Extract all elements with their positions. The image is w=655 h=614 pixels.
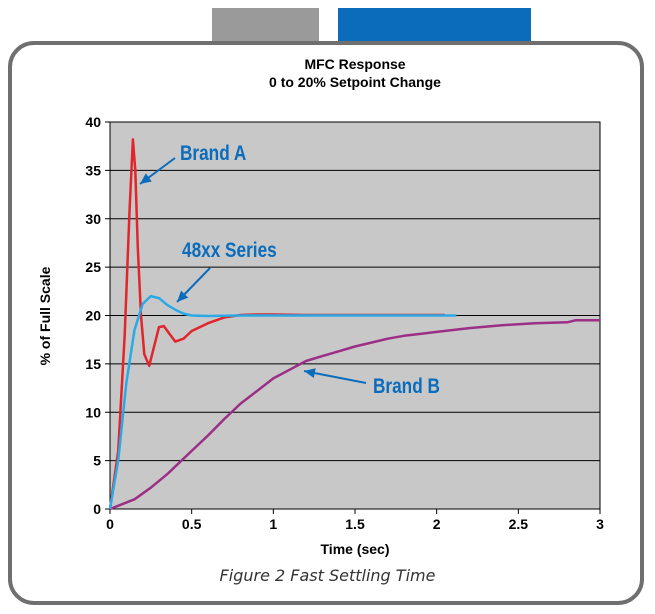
y-tick-label-3: 15	[85, 356, 101, 372]
series-lines	[108, 138, 600, 511]
x-tick-label-3: 1.5	[345, 516, 365, 532]
x-tick-label-4: 2	[433, 516, 441, 532]
series-line-48xx-series	[108, 294, 457, 510]
x-tick-label-5: 2.5	[509, 516, 529, 532]
x-tick-labels: 0 0.5 1 1.5 2 2.5 3	[106, 516, 604, 532]
annotation-arrowhead-brand-b	[304, 368, 316, 378]
annotation-label-brand-b: Brand B	[373, 376, 440, 399]
chart-subtitle: 0 to 20% Setpoint Change	[269, 74, 441, 90]
y-tick-label-0: 0	[93, 501, 101, 517]
annotation-label-brand-a: Brand A	[180, 143, 246, 166]
x-axis-label: Time (sec)	[321, 541, 390, 557]
figure-caption: Figure 2 Fast Settling Time	[219, 566, 436, 585]
y-tick-label-1: 5	[93, 453, 101, 469]
y-tick-label-5: 25	[85, 259, 101, 275]
annotation-label-48xx-series: 48xx Series	[182, 240, 277, 263]
chart-title: MFC Response	[304, 56, 405, 72]
y-tick-label-4: 20	[85, 308, 101, 324]
x-tick-label-1: 0.5	[182, 516, 202, 532]
x-tick-label-2: 1	[269, 516, 277, 532]
header-tab-gray	[212, 8, 319, 46]
annotation-arrowhead-brand-a	[140, 173, 152, 184]
y-tick-labels: 0 5 10 15 20 25 30 35 40	[85, 114, 101, 517]
y-tick-label-2: 10	[85, 404, 101, 420]
y-tick-label-6: 30	[85, 211, 101, 227]
x-tick-label-6: 3	[596, 516, 604, 532]
y-tick-label-8: 40	[85, 114, 101, 130]
y-axis-label: % of Full Scale	[37, 266, 53, 365]
annotation-arrowhead-48xx-series	[177, 290, 189, 302]
series-line-brand-b	[109, 319, 600, 511]
y-tick-label-7: 35	[85, 162, 101, 178]
annotations: Brand A 48xx Series Brand B	[139, 143, 440, 399]
x-tick-label-0: 0	[106, 516, 114, 532]
header-tab-blue	[338, 8, 531, 46]
